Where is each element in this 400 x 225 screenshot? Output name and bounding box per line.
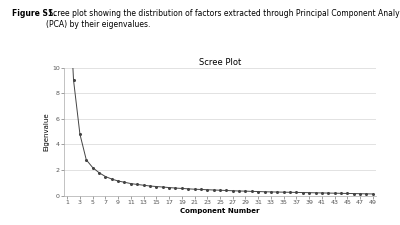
Y-axis label: Eigenvalue: Eigenvalue: [43, 112, 49, 151]
Title: Scree Plot: Scree Plot: [199, 58, 241, 67]
X-axis label: Component Number: Component Number: [180, 208, 260, 214]
Text: Figure S1.: Figure S1.: [12, 9, 56, 18]
Text: Scree plot showing the distribution of factors extracted through Principal Compo: Scree plot showing the distribution of f…: [46, 9, 400, 29]
